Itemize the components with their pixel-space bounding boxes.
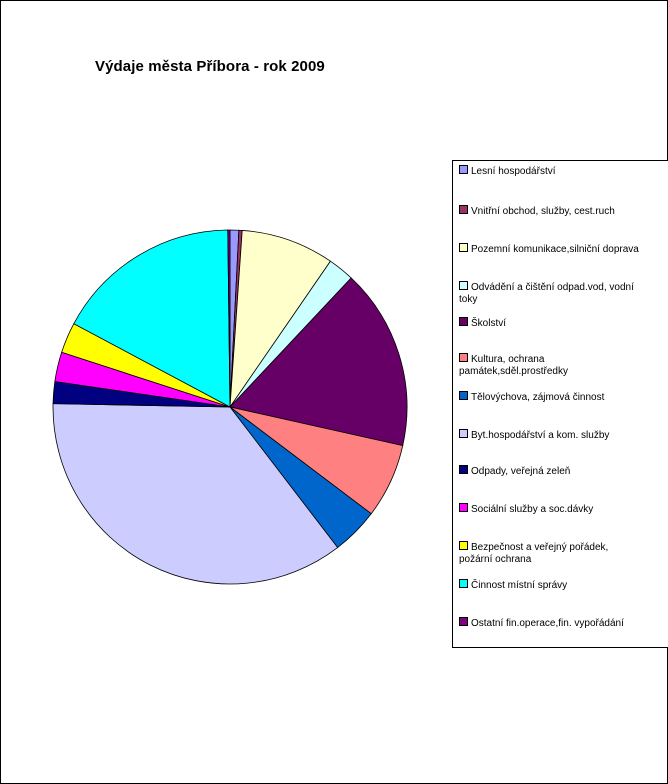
chart-title: Výdaje města Příbora - rok 2009 — [95, 58, 325, 75]
legend-label: Pozemní komunikace,silniční doprava — [471, 244, 639, 255]
legend-label: Činnost místní správy — [471, 580, 568, 591]
pie-slice — [52, 403, 339, 585]
legend-label: Bezpečnost a veřejný pořádek, požární oc… — [459, 542, 609, 565]
legend-swatch — [459, 391, 468, 400]
legend-swatch — [459, 353, 468, 362]
legend-label: Školství — [471, 318, 507, 329]
legend-item: Ostatní fin.operace,fin. vypořádání — [459, 617, 668, 630]
legend-swatch — [459, 579, 468, 588]
legend-label: Sociální služby a soc.dávky — [471, 504, 594, 515]
pie-slice — [229, 229, 331, 409]
legend-label: Kultura, ochrana památek,sděl.prostředky — [459, 354, 568, 377]
legend-label: Odvádění a čištění odpad.vod, vodní toky — [459, 282, 634, 305]
pie-slice — [229, 277, 408, 447]
legend-item: Lesní hospodářství — [459, 165, 668, 178]
legend-swatch — [459, 465, 468, 474]
legend-item: Školství — [459, 317, 668, 330]
legend-item: Sociální služby a soc.dávky — [459, 503, 668, 516]
legend-swatch — [459, 243, 468, 252]
legend-item: Bezpečnost a veřejný pořádek, požární oc… — [459, 541, 668, 566]
pie-slice — [227, 229, 231, 408]
legend-label: Byt.hospodářství a kom. služby — [471, 430, 610, 441]
legend-swatch — [459, 205, 468, 214]
legend-item: Odvádění a čištění odpad.vod, vodní toky — [459, 281, 668, 306]
legend-item: Odpady, veřejná zeleň — [459, 465, 668, 478]
legend-item: Kultura, ochrana památek,sděl.prostředky — [459, 353, 668, 378]
legend-item: Vnitřní obchod, služby, cest.ruch — [459, 205, 668, 218]
legend-swatch — [459, 617, 468, 626]
legend-label: Ostatní fin.operace,fin. vypořádání — [471, 618, 624, 629]
legend-label: Vnitřní obchod, služby, cest.ruch — [471, 206, 615, 217]
legend-item: Činnost místní správy — [459, 579, 668, 592]
legend-item: Byt.hospodářství a kom. služby — [459, 429, 668, 442]
legend-item: Tělovýchova, zájmová činnost — [459, 391, 668, 404]
legend-item: Pozemní komunikace,silniční doprava — [459, 243, 668, 256]
chart-legend: Lesní hospodářství Vnitřní obchod, služb… — [452, 160, 668, 648]
legend-swatch — [459, 541, 468, 550]
legend-swatch — [459, 317, 468, 326]
legend-label: Odpady, veřejná zeleň — [471, 466, 571, 477]
legend-label: Tělovýchova, zájmová činnost — [471, 392, 605, 403]
pie-slice — [73, 229, 231, 408]
legend-swatch — [459, 503, 468, 512]
legend-swatch — [459, 165, 468, 174]
legend-swatch — [459, 429, 468, 438]
legend-swatch — [459, 281, 468, 290]
legend-label: Lesní hospodářství — [471, 166, 556, 177]
